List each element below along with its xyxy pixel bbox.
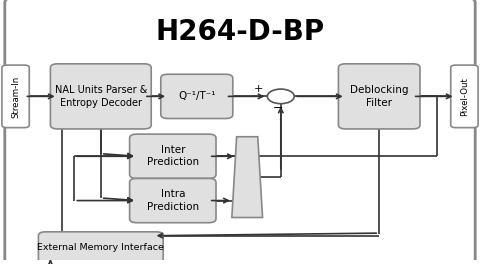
Text: Intra
Prediction: Intra Prediction xyxy=(147,189,199,212)
Text: NAL Units Parser &
Entropy Decoder: NAL Units Parser & Entropy Decoder xyxy=(55,85,147,107)
FancyBboxPatch shape xyxy=(161,74,233,119)
Text: Q⁻¹/T⁻¹: Q⁻¹/T⁻¹ xyxy=(178,91,216,101)
Text: Pixel-Out: Pixel-Out xyxy=(460,77,469,116)
FancyBboxPatch shape xyxy=(50,64,151,129)
FancyBboxPatch shape xyxy=(338,64,420,129)
FancyBboxPatch shape xyxy=(130,178,216,223)
Text: Deblocking
Filter: Deblocking Filter xyxy=(350,85,408,107)
FancyBboxPatch shape xyxy=(5,0,475,264)
Text: Stream-In: Stream-In xyxy=(11,75,20,117)
FancyBboxPatch shape xyxy=(38,232,163,263)
Text: Inter
Prediction: Inter Prediction xyxy=(147,145,199,167)
Circle shape xyxy=(267,89,294,104)
FancyBboxPatch shape xyxy=(451,65,478,128)
Polygon shape xyxy=(232,137,263,218)
Text: H264-D-BP: H264-D-BP xyxy=(156,18,324,46)
FancyBboxPatch shape xyxy=(130,134,216,178)
Text: −: − xyxy=(273,102,284,115)
Text: External Memory Interface: External Memory Interface xyxy=(37,243,164,252)
FancyBboxPatch shape xyxy=(2,65,29,128)
Text: +: + xyxy=(254,84,264,94)
